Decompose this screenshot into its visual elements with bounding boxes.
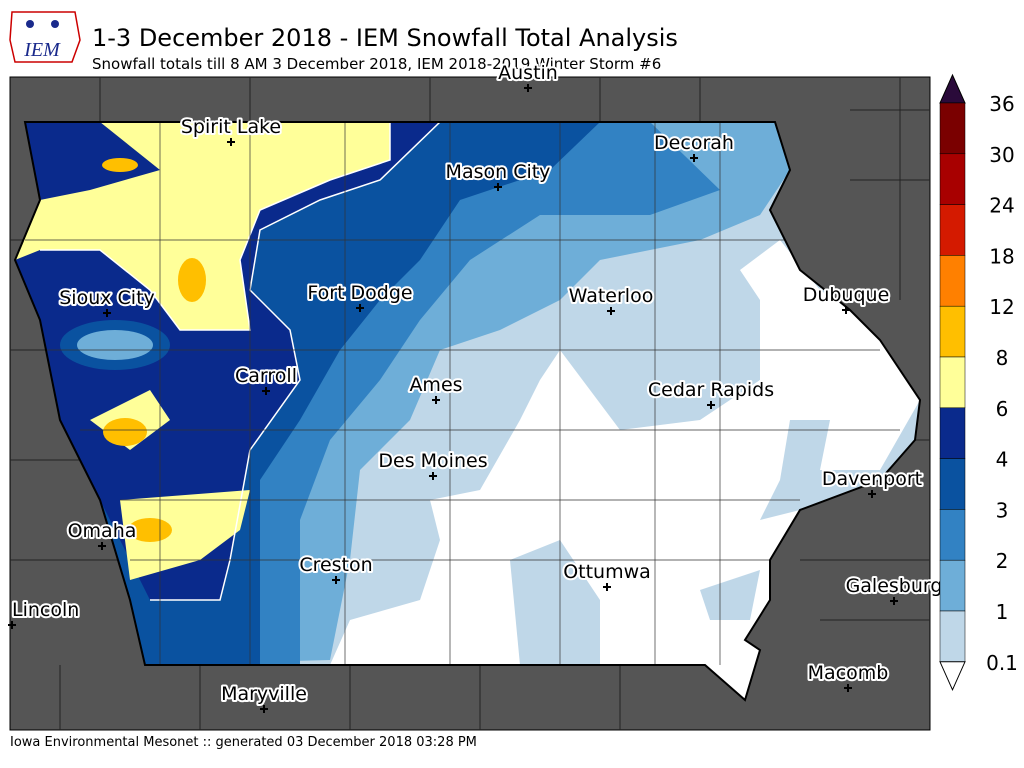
colorbar-label: 36 bbox=[989, 92, 1014, 116]
colorbar-label: 24 bbox=[989, 194, 1014, 218]
city-marker bbox=[262, 387, 270, 395]
colorbar-label: 1 bbox=[996, 600, 1009, 624]
colorbar: 36 30 24 18 12 8 6 4 3 2 1 0.1 bbox=[939, 73, 1018, 692]
colorbar-band bbox=[939, 559, 966, 612]
subtitle: Snowfall totals till 8 AM 3 December 201… bbox=[92, 55, 661, 73]
city-label: Des Moines bbox=[378, 450, 487, 472]
colorbar-band bbox=[939, 509, 966, 561]
city-label: Macomb bbox=[808, 662, 889, 684]
colorbar-label: 12 bbox=[989, 295, 1014, 319]
colorbar-band bbox=[939, 610, 966, 663]
colorbar-band bbox=[939, 458, 966, 510]
colorbar-band bbox=[939, 204, 966, 256]
colorbar-band bbox=[939, 102, 966, 155]
city-marker bbox=[868, 490, 876, 498]
city-marker bbox=[98, 542, 106, 550]
colorbar-over bbox=[939, 73, 966, 104]
city-marker bbox=[332, 576, 340, 584]
city-label: Creston bbox=[299, 554, 372, 576]
city-marker bbox=[603, 583, 611, 591]
logo-text: IEM bbox=[23, 39, 61, 61]
city-marker bbox=[429, 472, 437, 480]
city-label: Decorah bbox=[654, 132, 734, 154]
city-marker bbox=[890, 597, 898, 605]
city-label: Omaha bbox=[68, 520, 137, 542]
city-marker bbox=[8, 621, 16, 629]
city-label: Spirit Lake bbox=[181, 116, 281, 138]
city-label: Maryville bbox=[221, 683, 307, 705]
colorbar-label: 3 bbox=[996, 498, 1009, 522]
colorbar-label: 30 bbox=[989, 143, 1014, 167]
city-label: Mason City bbox=[446, 161, 551, 183]
city-marker bbox=[524, 84, 532, 92]
city-label: Fort Dodge bbox=[307, 282, 412, 304]
colorbar-band bbox=[939, 255, 966, 307]
city-marker bbox=[260, 705, 268, 713]
city-label: Galesburg bbox=[846, 575, 943, 597]
city-marker bbox=[844, 684, 852, 692]
colorbar-band bbox=[939, 407, 966, 459]
colorbar-label: 2 bbox=[996, 549, 1009, 573]
city-marker bbox=[707, 401, 715, 409]
city-label: Sioux City bbox=[59, 287, 155, 309]
city-label: Ottumwa bbox=[563, 561, 651, 583]
city-marker bbox=[842, 306, 850, 314]
city-label: Lincoln bbox=[12, 599, 79, 621]
footer: Iowa Environmental Mesonet :: generated … bbox=[10, 735, 477, 750]
colorbar-band bbox=[939, 356, 966, 409]
city-marker bbox=[356, 304, 364, 312]
city-label: Cedar Rapids bbox=[648, 379, 774, 401]
colorbar-label: 8 bbox=[996, 346, 1009, 370]
city-label: Waterloo bbox=[569, 285, 654, 307]
colorbar-label: 18 bbox=[989, 244, 1014, 268]
colorbar-label: 0.1 bbox=[986, 651, 1018, 675]
city-marker bbox=[607, 307, 615, 315]
city-marker bbox=[432, 396, 440, 404]
city-label: Ames bbox=[409, 374, 462, 396]
colorbar-under bbox=[939, 661, 966, 692]
city-label: Carroll bbox=[235, 365, 297, 387]
city-marker bbox=[494, 183, 502, 191]
city-marker bbox=[690, 154, 698, 162]
colorbar-band bbox=[939, 153, 966, 205]
colorbar-label: 6 bbox=[996, 397, 1009, 421]
city-label: Davenport bbox=[822, 468, 922, 490]
city-label: Dubuque bbox=[803, 284, 890, 306]
city-layer: Austin Spirit Lake Decorah Mason City Sioux … bbox=[8, 60, 944, 713]
city-marker bbox=[227, 138, 235, 146]
title: 1-3 December 2018 - IEM Snowfall Total A… bbox=[92, 24, 678, 52]
city-label: Austin bbox=[498, 62, 558, 84]
city-marker bbox=[103, 309, 111, 317]
colorbar-band bbox=[939, 305, 966, 358]
logo: IEM bbox=[9, 11, 81, 63]
colorbar-label: 4 bbox=[996, 448, 1009, 472]
